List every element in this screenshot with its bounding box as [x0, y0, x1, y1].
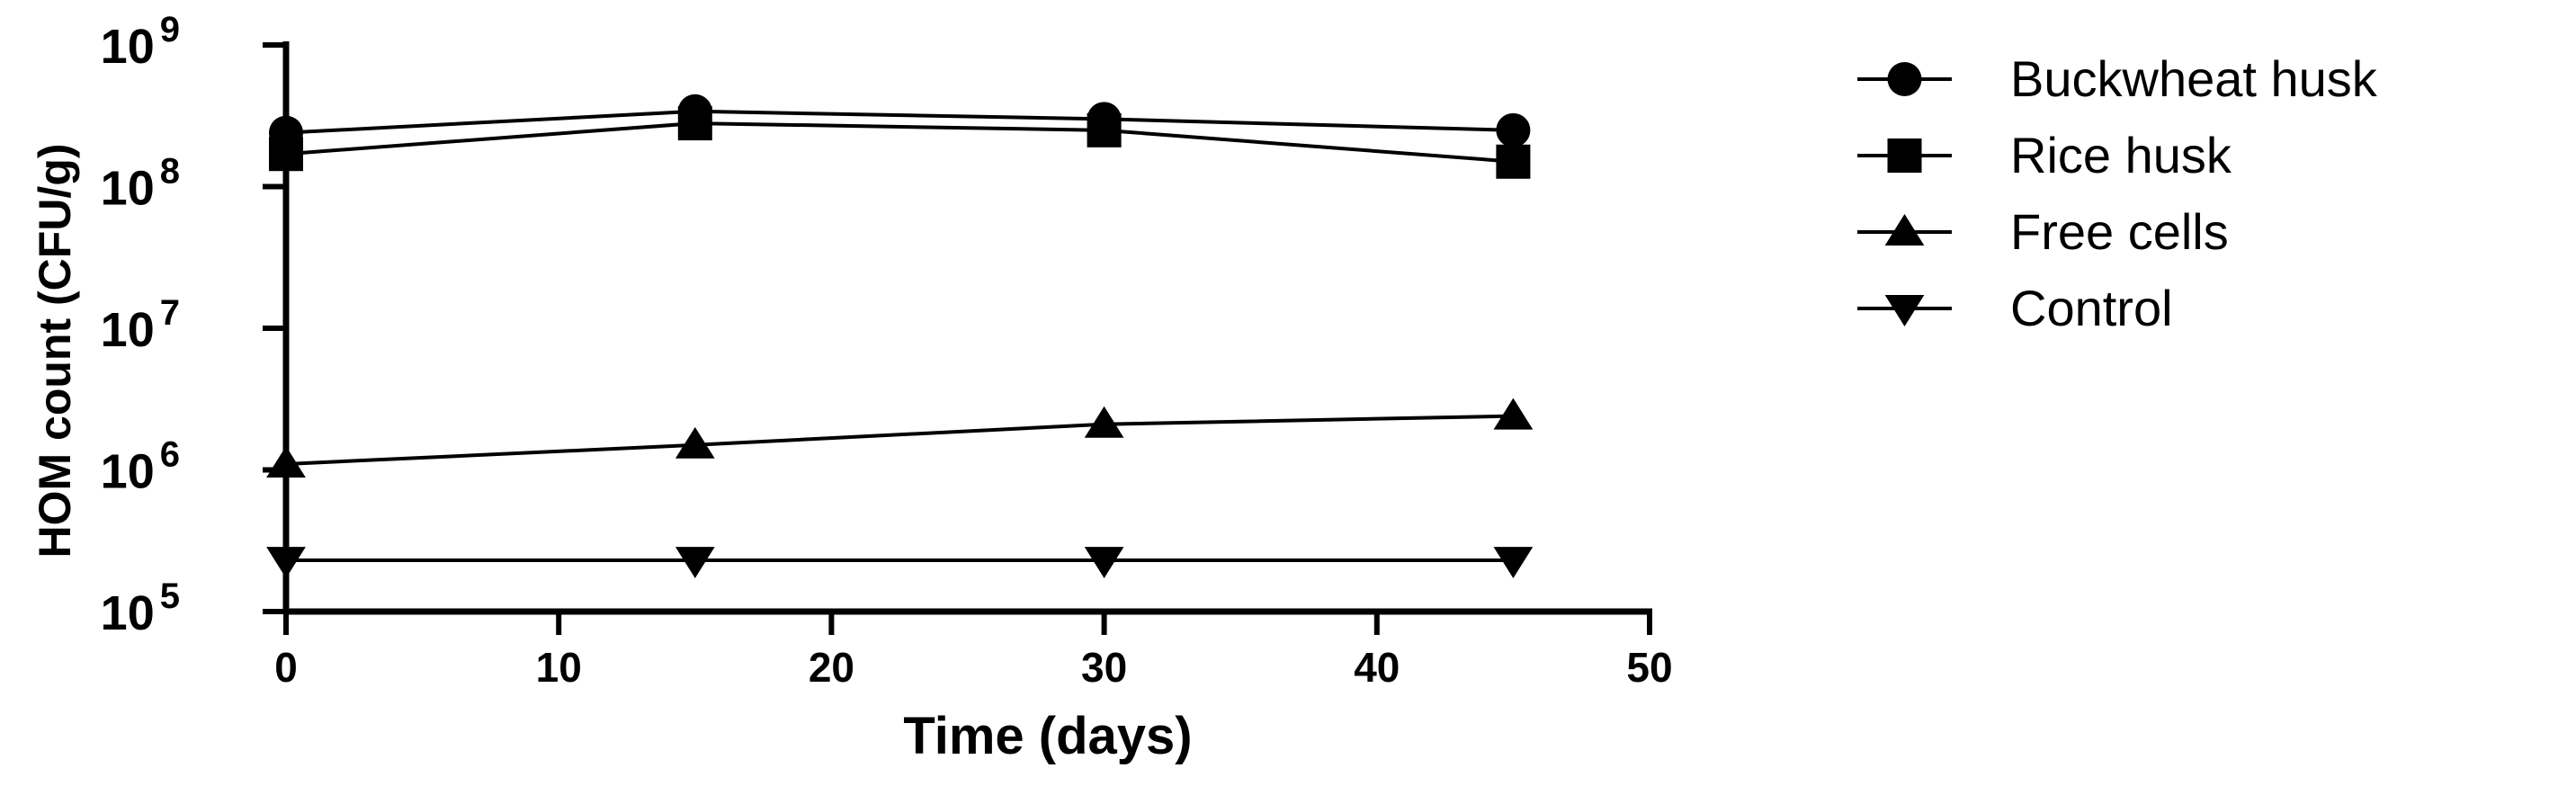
legend-marker	[1884, 295, 1925, 326]
data-point	[266, 446, 306, 478]
x-tick-label: 0	[274, 644, 298, 691]
legend-entry: Control	[1857, 280, 2173, 336]
data-point	[1496, 112, 1531, 147]
y-tick-label: 10 9	[101, 10, 180, 74]
data-point	[677, 106, 712, 141]
y-tick-label: 10 6	[101, 435, 180, 499]
legend-entry: Buckwheat husk	[1857, 50, 2378, 107]
series-line	[285, 414, 1514, 466]
series-triangle-down	[266, 547, 1534, 578]
legend-label: Rice husk	[2010, 127, 2232, 183]
legend-marker	[1887, 138, 1922, 173]
legend-label: Buckwheat husk	[2010, 50, 2378, 107]
y-tick-label: 10 5	[101, 576, 180, 640]
y-tick-label: 10 7	[101, 293, 180, 357]
series-line	[285, 109, 1514, 135]
series-line	[285, 121, 1514, 164]
data-point	[1493, 398, 1534, 430]
legend: Buckwheat husk Rice husk Free cells Control	[1857, 50, 2378, 336]
x-axis-title: Time (days)	[903, 707, 1192, 765]
data-point	[266, 547, 306, 578]
data-point	[1084, 406, 1124, 438]
x-tick-label: 20	[809, 644, 854, 691]
x-tick-label: 40	[1354, 644, 1400, 691]
x-tick-label: 50	[1626, 644, 1672, 691]
data-point	[675, 547, 715, 578]
x-tick-label: 10	[536, 644, 582, 691]
data-point	[1084, 547, 1124, 578]
y-tick-label: 10 8	[101, 152, 180, 216]
data-point	[1493, 547, 1534, 578]
series-square	[269, 106, 1531, 179]
legend-entry: Rice husk	[1857, 127, 2232, 183]
data-point	[1496, 144, 1531, 179]
x-tick-label: 30	[1081, 644, 1127, 691]
data-point	[675, 426, 715, 459]
series-triangle-up	[266, 398, 1534, 478]
data-point	[1087, 112, 1122, 147]
legend-label: Free cells	[2010, 203, 2229, 260]
legend-marker	[1887, 62, 1922, 96]
legend-entry: Free cells	[1857, 203, 2229, 260]
y-axis-title: HOM count (CFU/g)	[30, 143, 80, 558]
legend-marker	[1884, 214, 1925, 246]
legend-label: Control	[2010, 280, 2173, 336]
data-point	[269, 137, 303, 172]
series-layer	[266, 94, 1534, 578]
